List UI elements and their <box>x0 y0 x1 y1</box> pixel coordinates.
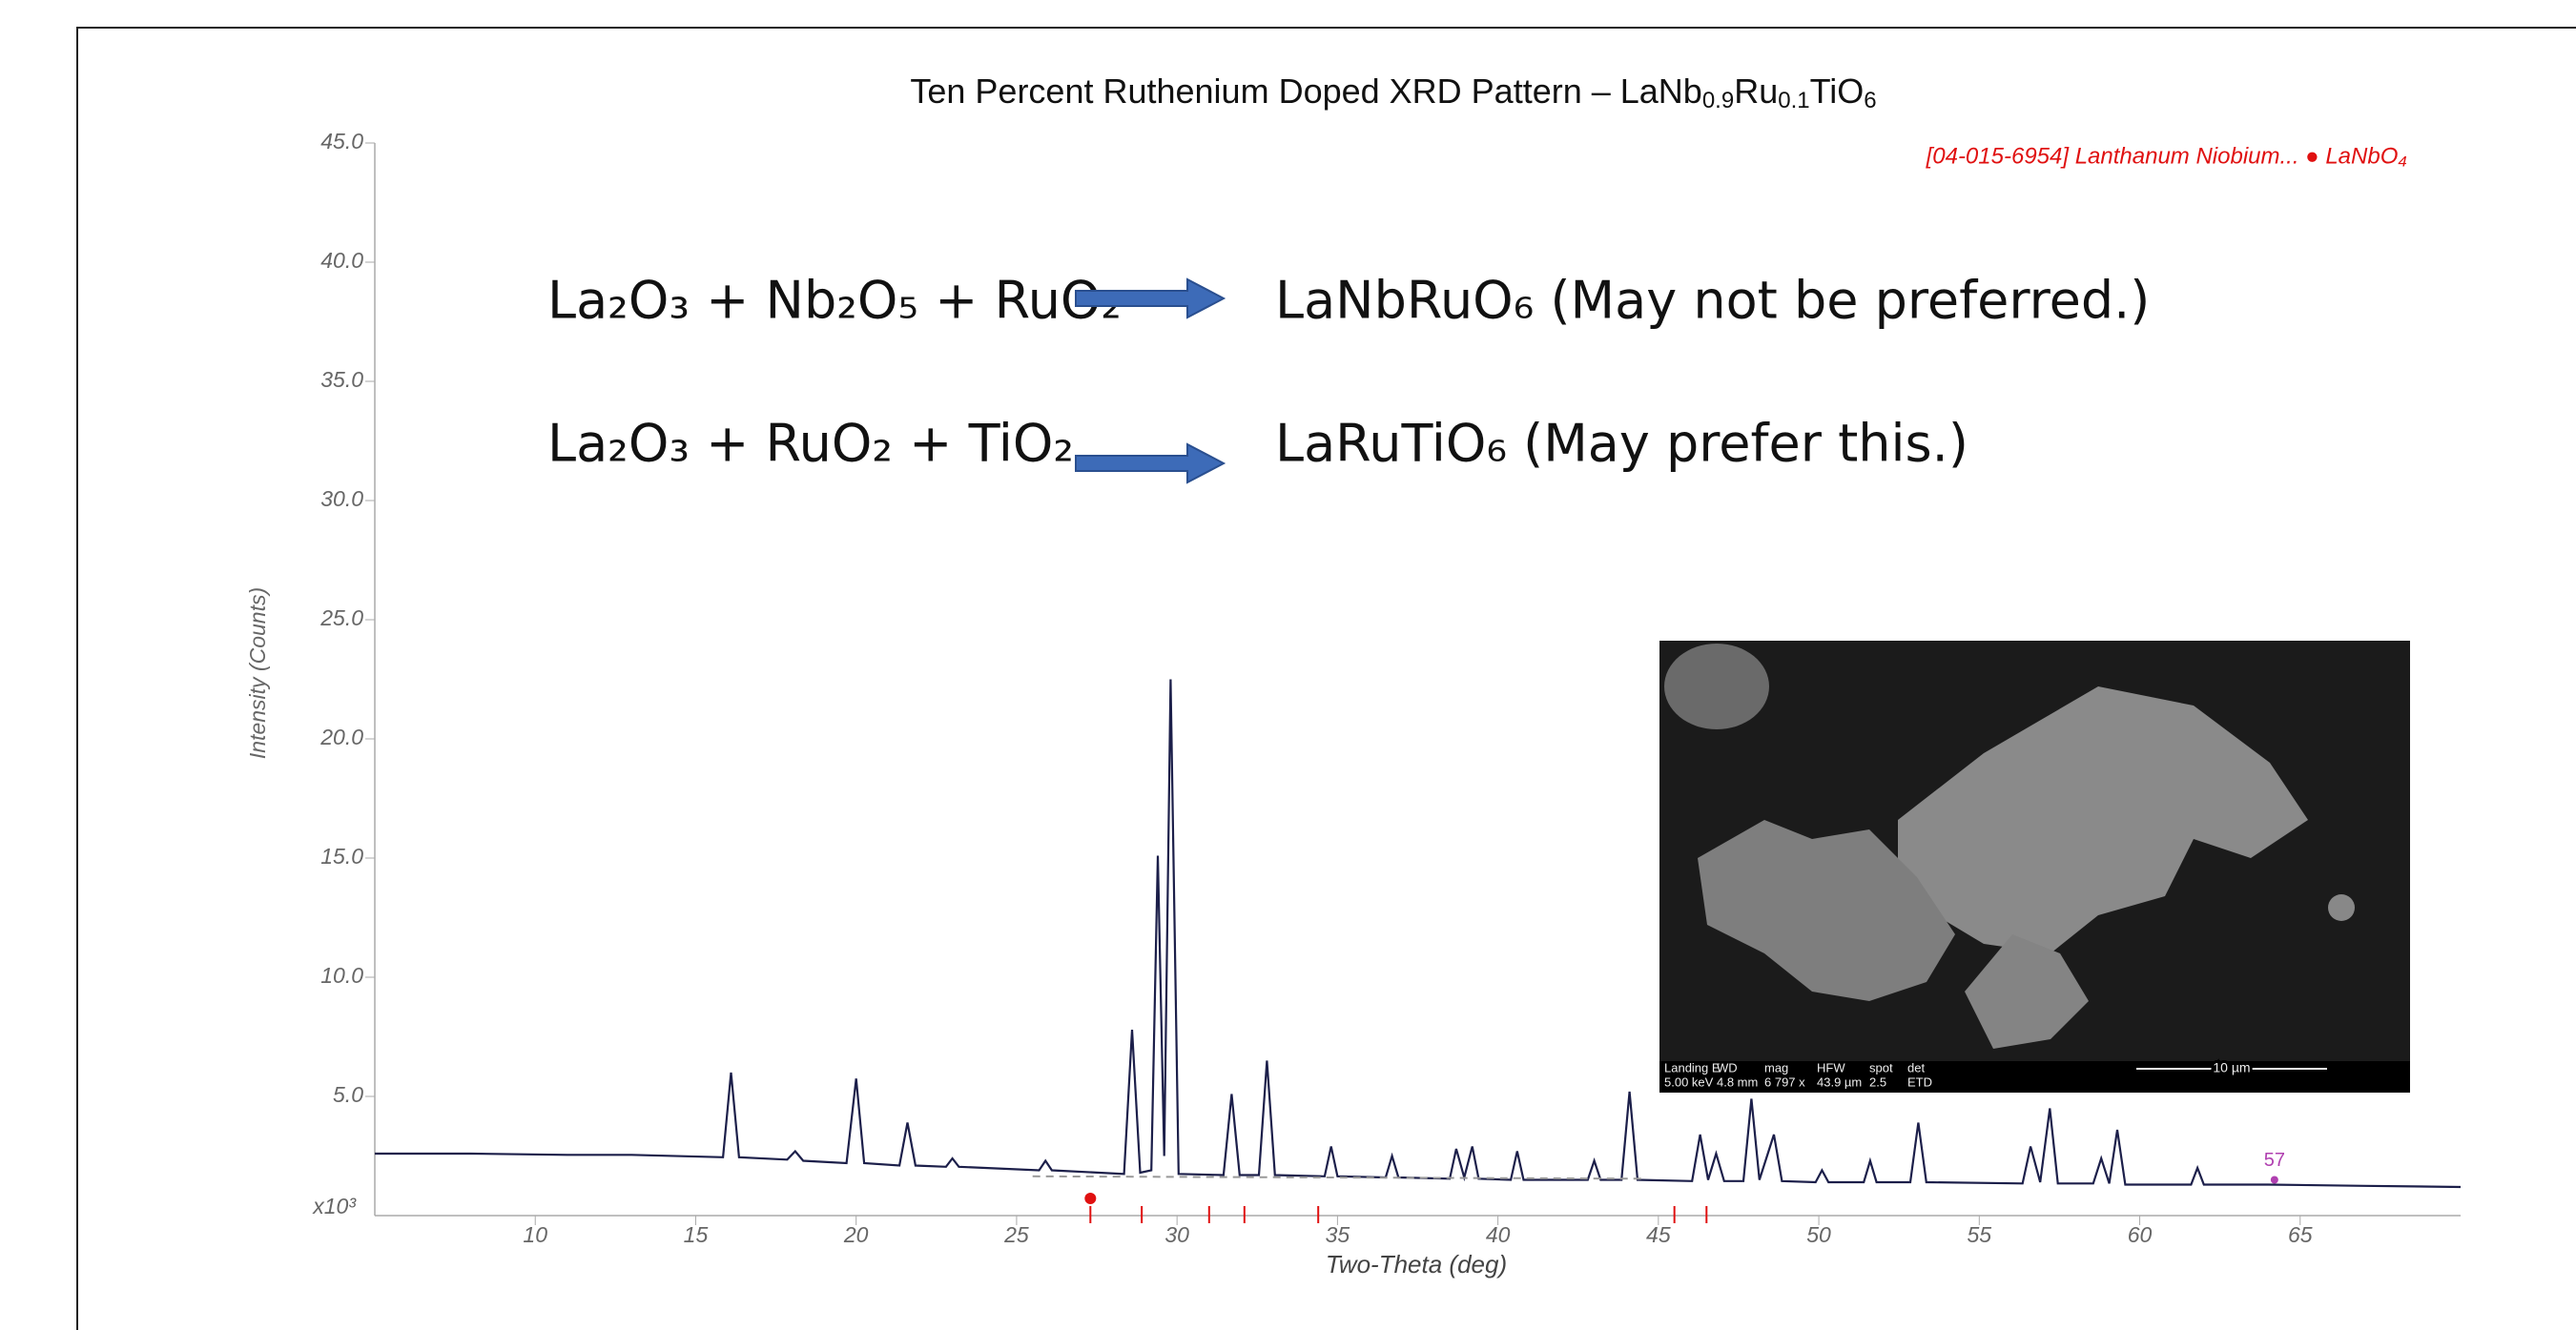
y-tick-label: 25.0 <box>319 605 363 630</box>
info-label: spot <box>1869 1060 1893 1074</box>
particle <box>1664 644 1769 729</box>
chart-title: Ten Percent Ruthenium Doped XRD Pattern … <box>910 72 1876 114</box>
x-tick-label: 35 <box>1326 1222 1350 1247</box>
title-subscript: 0.1 <box>1778 88 1809 113</box>
info-label: Landing E <box>1664 1060 1721 1074</box>
info-value: 43.9 µm <box>1817 1074 1862 1089</box>
arrow <box>1075 442 1226 484</box>
info-label: det <box>1907 1060 1925 1074</box>
x-tick-label: 65 <box>2288 1222 2313 1247</box>
info-label: mag <box>1764 1060 1788 1074</box>
info-value: 5.00 keV <box>1664 1074 1714 1089</box>
arrow <box>1075 277 1226 319</box>
y-tick-label: 10.0 <box>320 963 363 988</box>
x-tick-label: 15 <box>684 1222 709 1247</box>
particle <box>2328 894 2355 921</box>
y-tick-label: 5.0 <box>333 1082 363 1107</box>
x-tick-label: 30 <box>1164 1222 1189 1247</box>
x-tick-label: 25 <box>1003 1222 1029 1247</box>
info-label: WD <box>1717 1060 1738 1074</box>
particle <box>1898 686 2308 953</box>
equation-product: LaRuTiO₆ (May prefer this.) <box>1275 414 1968 474</box>
y-tick-label: 30.0 <box>320 486 363 511</box>
title-text: Ru <box>1734 72 1778 111</box>
pattern-line <box>375 679 2462 1189</box>
y-tick-label: 45.0 <box>320 129 363 153</box>
particle <box>1698 820 1955 1001</box>
annotation-marker <box>2270 1176 2278 1184</box>
y-tick-label: 40.0 <box>320 248 363 273</box>
title-subscript: 0.9 <box>1702 88 1734 113</box>
info-bar <box>1659 1061 2410 1093</box>
reference-marker <box>1084 1193 1097 1204</box>
scale-bar-label: 10 µm <box>2213 1060 2250 1075</box>
x-tick-label: 10 <box>523 1222 547 1247</box>
slide-border <box>76 27 2576 1330</box>
y-tick-label: 35.0 <box>320 367 363 392</box>
particle <box>1965 934 2089 1049</box>
x-tick-label: 50 <box>1806 1222 1831 1247</box>
y-multiplier: x10³ <box>312 1194 357 1218</box>
title-text: Ten Percent Ruthenium Doped XRD Pattern … <box>910 72 1701 111</box>
title-subscript: 6 <box>1864 88 1876 113</box>
x-axis-label: Two-Theta (deg) <box>1326 1250 1507 1279</box>
equation-reactants: La₂O₃ + RuO₂ + TiO₂ <box>547 414 1074 474</box>
y-tick-label: 20.0 <box>319 725 363 749</box>
x-tick-label: 55 <box>1968 1222 1992 1247</box>
equation-reactants: La₂O₃ + Nb₂O₅ + RuO₂ <box>547 271 1122 331</box>
title-text: TiO <box>1810 72 1865 111</box>
legend-entry: [04-015-6954] Lanthanum Niobium... ● LaN… <box>1926 143 2407 169</box>
info-label: HFW <box>1817 1060 1845 1074</box>
x-tick-label: 40 <box>1486 1222 1511 1247</box>
background-line <box>1032 1175 1643 1180</box>
info-value: 2.5 <box>1869 1074 1886 1089</box>
y-tick-label: 15.0 <box>320 844 363 869</box>
x-tick-label: 20 <box>843 1222 869 1247</box>
x-tick-label: 60 <box>2128 1222 2153 1247</box>
info-value: 4.8 mm <box>1717 1074 1758 1089</box>
annotation: 57 <box>2264 1150 2285 1171</box>
info-value: ETD <box>1907 1074 1932 1089</box>
y-axis-label: Intensity (Counts) <box>245 587 270 759</box>
info-value: 6 797 x <box>1764 1074 1805 1089</box>
x-tick-label: 45 <box>1646 1222 1671 1247</box>
equation-product: LaNbRuO₆ (May not be preferred.) <box>1275 271 2150 331</box>
